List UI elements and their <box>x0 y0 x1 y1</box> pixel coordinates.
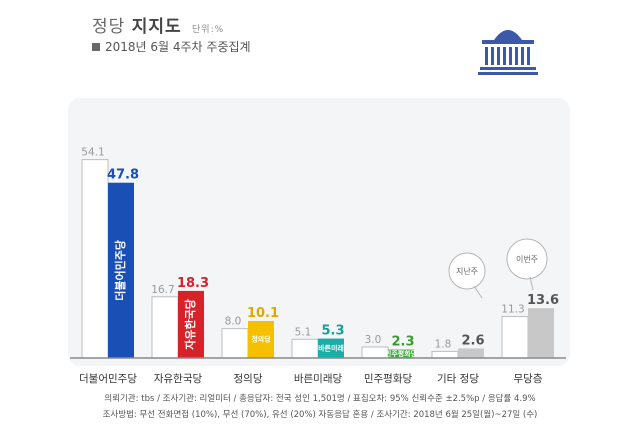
bubble-last-week-label: 지난주 <box>456 267 478 276</box>
value-label-prev-3: 5.1 <box>295 326 312 338</box>
bar-prev-5 <box>431 350 459 359</box>
category-label-3: 바른미래당 <box>294 373 343 385</box>
subtitle-text: 2018년 6월 4주차 주중집계 <box>105 40 251 54</box>
value-label-prev-0: 54.1 <box>81 147 104 159</box>
bar-current-5 <box>458 348 484 358</box>
bubble-this-week-label: 이번주 <box>516 254 538 264</box>
bubble-this-week-tail <box>529 276 534 291</box>
value-label-current-6: 13.6 <box>527 293 559 308</box>
value-label-prev-4: 3.0 <box>365 334 382 346</box>
bar-party-label-4: 민주평화당 <box>385 349 418 358</box>
bar-prev-3 <box>291 338 319 359</box>
bar-current-3 <box>318 338 344 358</box>
value-label-prev-1: 16.7 <box>151 284 174 296</box>
bubble-last-week-shape <box>448 252 486 290</box>
category-label-6: 무당층 <box>514 373 543 385</box>
value-label-current-0: 47.8 <box>107 168 139 183</box>
value-label-prev-2: 8.0 <box>225 316 242 328</box>
category-label-0: 더불어민주당 <box>79 373 137 385</box>
bar-party-label-2: 정의당 <box>251 334 271 343</box>
bar-party-label-3: 바른미래 <box>318 343 344 352</box>
footnote-survey-info: 의뢰기관: tbs / 조사기관: 리얼미터 / 총응답자: 전국 성인 1,5… <box>104 394 536 404</box>
bar-current-6 <box>528 308 554 358</box>
value-label-current-5: 2.6 <box>461 333 484 348</box>
category-label-2: 정의당 <box>234 373 263 385</box>
value-label-current-4: 2.3 <box>391 335 414 350</box>
bar-party-label-1: 자유한국당 <box>183 299 197 350</box>
subtitle-square-icon <box>92 43 100 51</box>
bubble-last-week-tail <box>473 285 483 299</box>
category-label-1: 자유한국당 <box>154 373 203 385</box>
value-label-prev-5: 1.8 <box>435 338 452 350</box>
bubble-this-week-shape <box>506 238 548 280</box>
bar-prev-2 <box>221 328 249 359</box>
value-label-current-3: 5.3 <box>321 324 344 339</box>
subtitle: 2018년 6월 4주차 주중집계 <box>92 38 251 55</box>
category-label-4: 민주평화당 <box>364 373 413 385</box>
category-label-5: 기타 정당 <box>437 373 479 385</box>
bar-prev-6 <box>501 316 529 359</box>
assembly-building-icon <box>478 30 538 75</box>
title-main: 지지도 <box>131 17 182 37</box>
page-title: 정당 지지도 단위:% <box>92 12 224 37</box>
value-label-current-2: 10.1 <box>247 306 279 321</box>
unit-label: 단위:% <box>192 25 225 35</box>
bar-current-0 <box>108 182 134 358</box>
title-prefix: 정당 <box>92 17 126 37</box>
bar-current-4 <box>388 349 414 358</box>
bar-current-1 <box>178 290 204 358</box>
value-label-prev-6: 11.3 <box>501 304 524 316</box>
value-label-current-1: 18.3 <box>177 276 209 291</box>
bar-current-2 <box>248 320 274 358</box>
bar-prev-0 <box>81 159 109 359</box>
bar-party-label-0: 더불어민주당 <box>113 240 127 301</box>
bar-prev-1 <box>151 296 179 359</box>
footnote-survey-method: 조사방법: 무선 전화면접 (10%), 무선 (70%), 유선 (20%) … <box>102 410 538 420</box>
